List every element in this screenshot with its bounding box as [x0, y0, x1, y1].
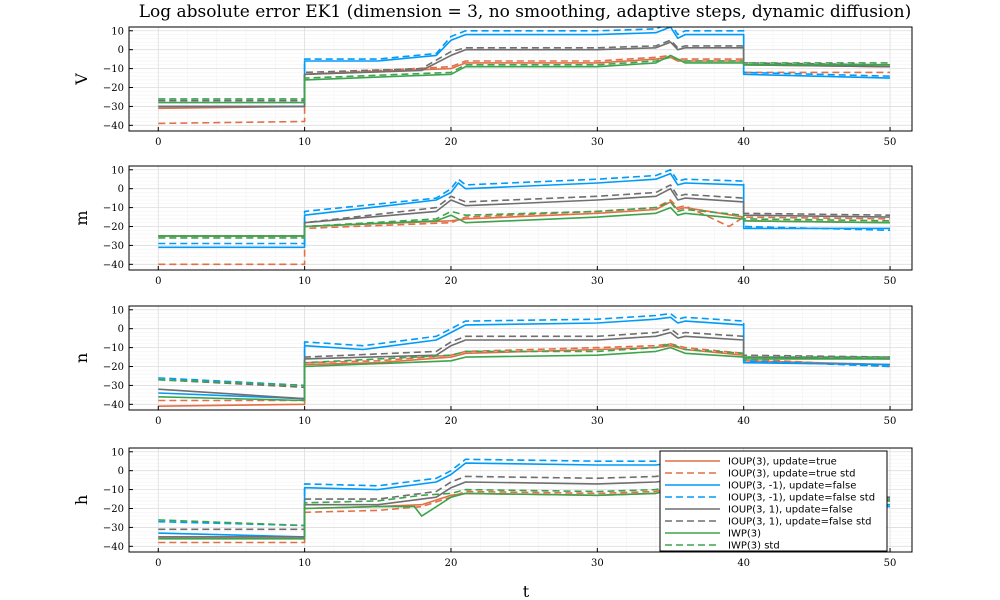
- chart-title: Log absolute error EK1 (dimension = 3, n…: [139, 2, 912, 22]
- legend-label: IOUP(3, 1), update=false std: [728, 517, 871, 528]
- x-tick-label: 30: [591, 416, 604, 427]
- x-tick-label: 20: [445, 137, 458, 148]
- x-tick-label: 20: [445, 416, 458, 427]
- legend-label: IOUP(3, 1), update=false: [728, 505, 853, 516]
- y-tick-label: −10: [103, 64, 124, 75]
- panel-m: 10 0 −10 −20 −30 −40 0 10 20 30 40 50 m: [72, 165, 913, 287]
- series-line-iou_m1_std: [158, 458, 891, 527]
- series-line-iou_true_std: [158, 199, 891, 266]
- y-tick-label: −20: [103, 222, 124, 233]
- legend-label: IOUP(3), update=true: [728, 457, 837, 468]
- panel-frame: [128, 447, 913, 553]
- panel-n: 10 0 −10 −20 −30 −40 0 10 20 30 40 50 n: [72, 305, 913, 427]
- y-tick-label: −10: [103, 343, 124, 354]
- x-tick-label: 10: [298, 276, 311, 287]
- y-tick-label: 0: [118, 324, 124, 335]
- series-line-iou_m1: [158, 316, 891, 400]
- x-tick-label: 0: [155, 276, 161, 287]
- panel-frame: [128, 26, 913, 132]
- x-tick-label: 40: [737, 137, 750, 148]
- x-tick-label: 20: [445, 558, 458, 569]
- panel-frame: [128, 165, 913, 271]
- y-tick-label: 10: [111, 165, 124, 176]
- series-line-iou_m1_std: [158, 27, 891, 102]
- series-line-iou_p1_std: [158, 39, 891, 102]
- y-tick-label: −40: [103, 260, 124, 271]
- x-tick-label: 30: [591, 276, 604, 287]
- x-tick-label: 20: [445, 276, 458, 287]
- x-tick-label: 50: [884, 137, 897, 148]
- x-tick-label: 10: [298, 558, 311, 569]
- y-tick-label: 10: [111, 305, 124, 316]
- series-group: [158, 169, 891, 266]
- y-tick-label: 10: [111, 26, 124, 37]
- legend-box: [659, 450, 888, 552]
- x-tick-label: 40: [737, 558, 750, 569]
- y-tick-label: −40: [103, 542, 124, 553]
- y-tick-label: −20: [103, 83, 124, 94]
- series-line-iou_m1_std: [158, 312, 891, 387]
- y-tick-label: −40: [103, 121, 124, 132]
- x-tick-label: 30: [591, 137, 604, 148]
- y-tick-label: −40: [103, 400, 124, 411]
- y-axis-label: m: [72, 210, 91, 225]
- series-line-iou_p1: [158, 41, 891, 108]
- y-tick-label: 10: [111, 447, 124, 458]
- y-tick-label: −20: [103, 504, 124, 515]
- x-tick-label: 50: [884, 276, 897, 287]
- series-line-iwp: [158, 206, 891, 237]
- y-tick-label: 0: [118, 184, 124, 195]
- y-tick-label: −30: [103, 102, 124, 113]
- x-tick-label: 30: [591, 558, 604, 569]
- y-axis-label: V: [72, 73, 91, 86]
- series-group: [158, 312, 891, 407]
- legend-label: IOUP(3, -1), update=false std: [728, 493, 875, 504]
- y-axis-label: n: [72, 353, 91, 363]
- y-tick-label: −30: [103, 381, 124, 392]
- series-line-iou_m1_std: [158, 169, 891, 245]
- y-tick-label: −10: [103, 203, 124, 214]
- legend-label: IWP(3): [728, 529, 761, 540]
- x-tick-label: 0: [155, 558, 161, 569]
- x-tick-label: 40: [737, 416, 750, 427]
- y-tick-label: −30: [103, 523, 124, 534]
- x-tick-label: 0: [155, 416, 161, 427]
- y-axis-label: h: [72, 495, 91, 505]
- series-line-iou_p1: [158, 331, 891, 400]
- series-line-iou_p1_std: [158, 327, 891, 389]
- x-tick-label: 40: [737, 276, 750, 287]
- series-group: [158, 27, 891, 125]
- series-line-iou_m1: [158, 27, 891, 108]
- x-axis-label: t: [523, 582, 530, 600]
- x-tick-label: 50: [884, 558, 897, 569]
- x-tick-label: 0: [155, 137, 161, 148]
- series-line-iwp_std: [158, 343, 890, 387]
- panel-frame: [128, 305, 913, 411]
- y-tick-label: 0: [118, 45, 124, 56]
- series-line-iou_m1: [158, 172, 890, 249]
- series-line-iou_p1: [158, 187, 891, 237]
- y-tick-label: 0: [118, 466, 124, 477]
- panel-V: 10 0 −10 −20 −30 −40 0 10 20 30 40 50 V: [72, 26, 913, 148]
- legend-label: IWP(3) std: [728, 541, 780, 552]
- x-tick-label: 10: [298, 137, 311, 148]
- series-line-iwp_std: [158, 56, 890, 100]
- x-tick-label: 10: [298, 416, 311, 427]
- series-line-iwp: [158, 54, 890, 104]
- legend-label: IOUP(3, -1), update=false: [728, 481, 856, 492]
- y-tick-label: −30: [103, 241, 124, 252]
- series-line-iwp: [158, 346, 890, 402]
- legend-label: IOUP(3), update=true std: [728, 469, 856, 480]
- series-line-iou_true_std: [158, 343, 891, 402]
- y-tick-label: −20: [103, 362, 124, 373]
- x-tick-label: 50: [884, 416, 897, 427]
- y-tick-label: −10: [103, 485, 124, 496]
